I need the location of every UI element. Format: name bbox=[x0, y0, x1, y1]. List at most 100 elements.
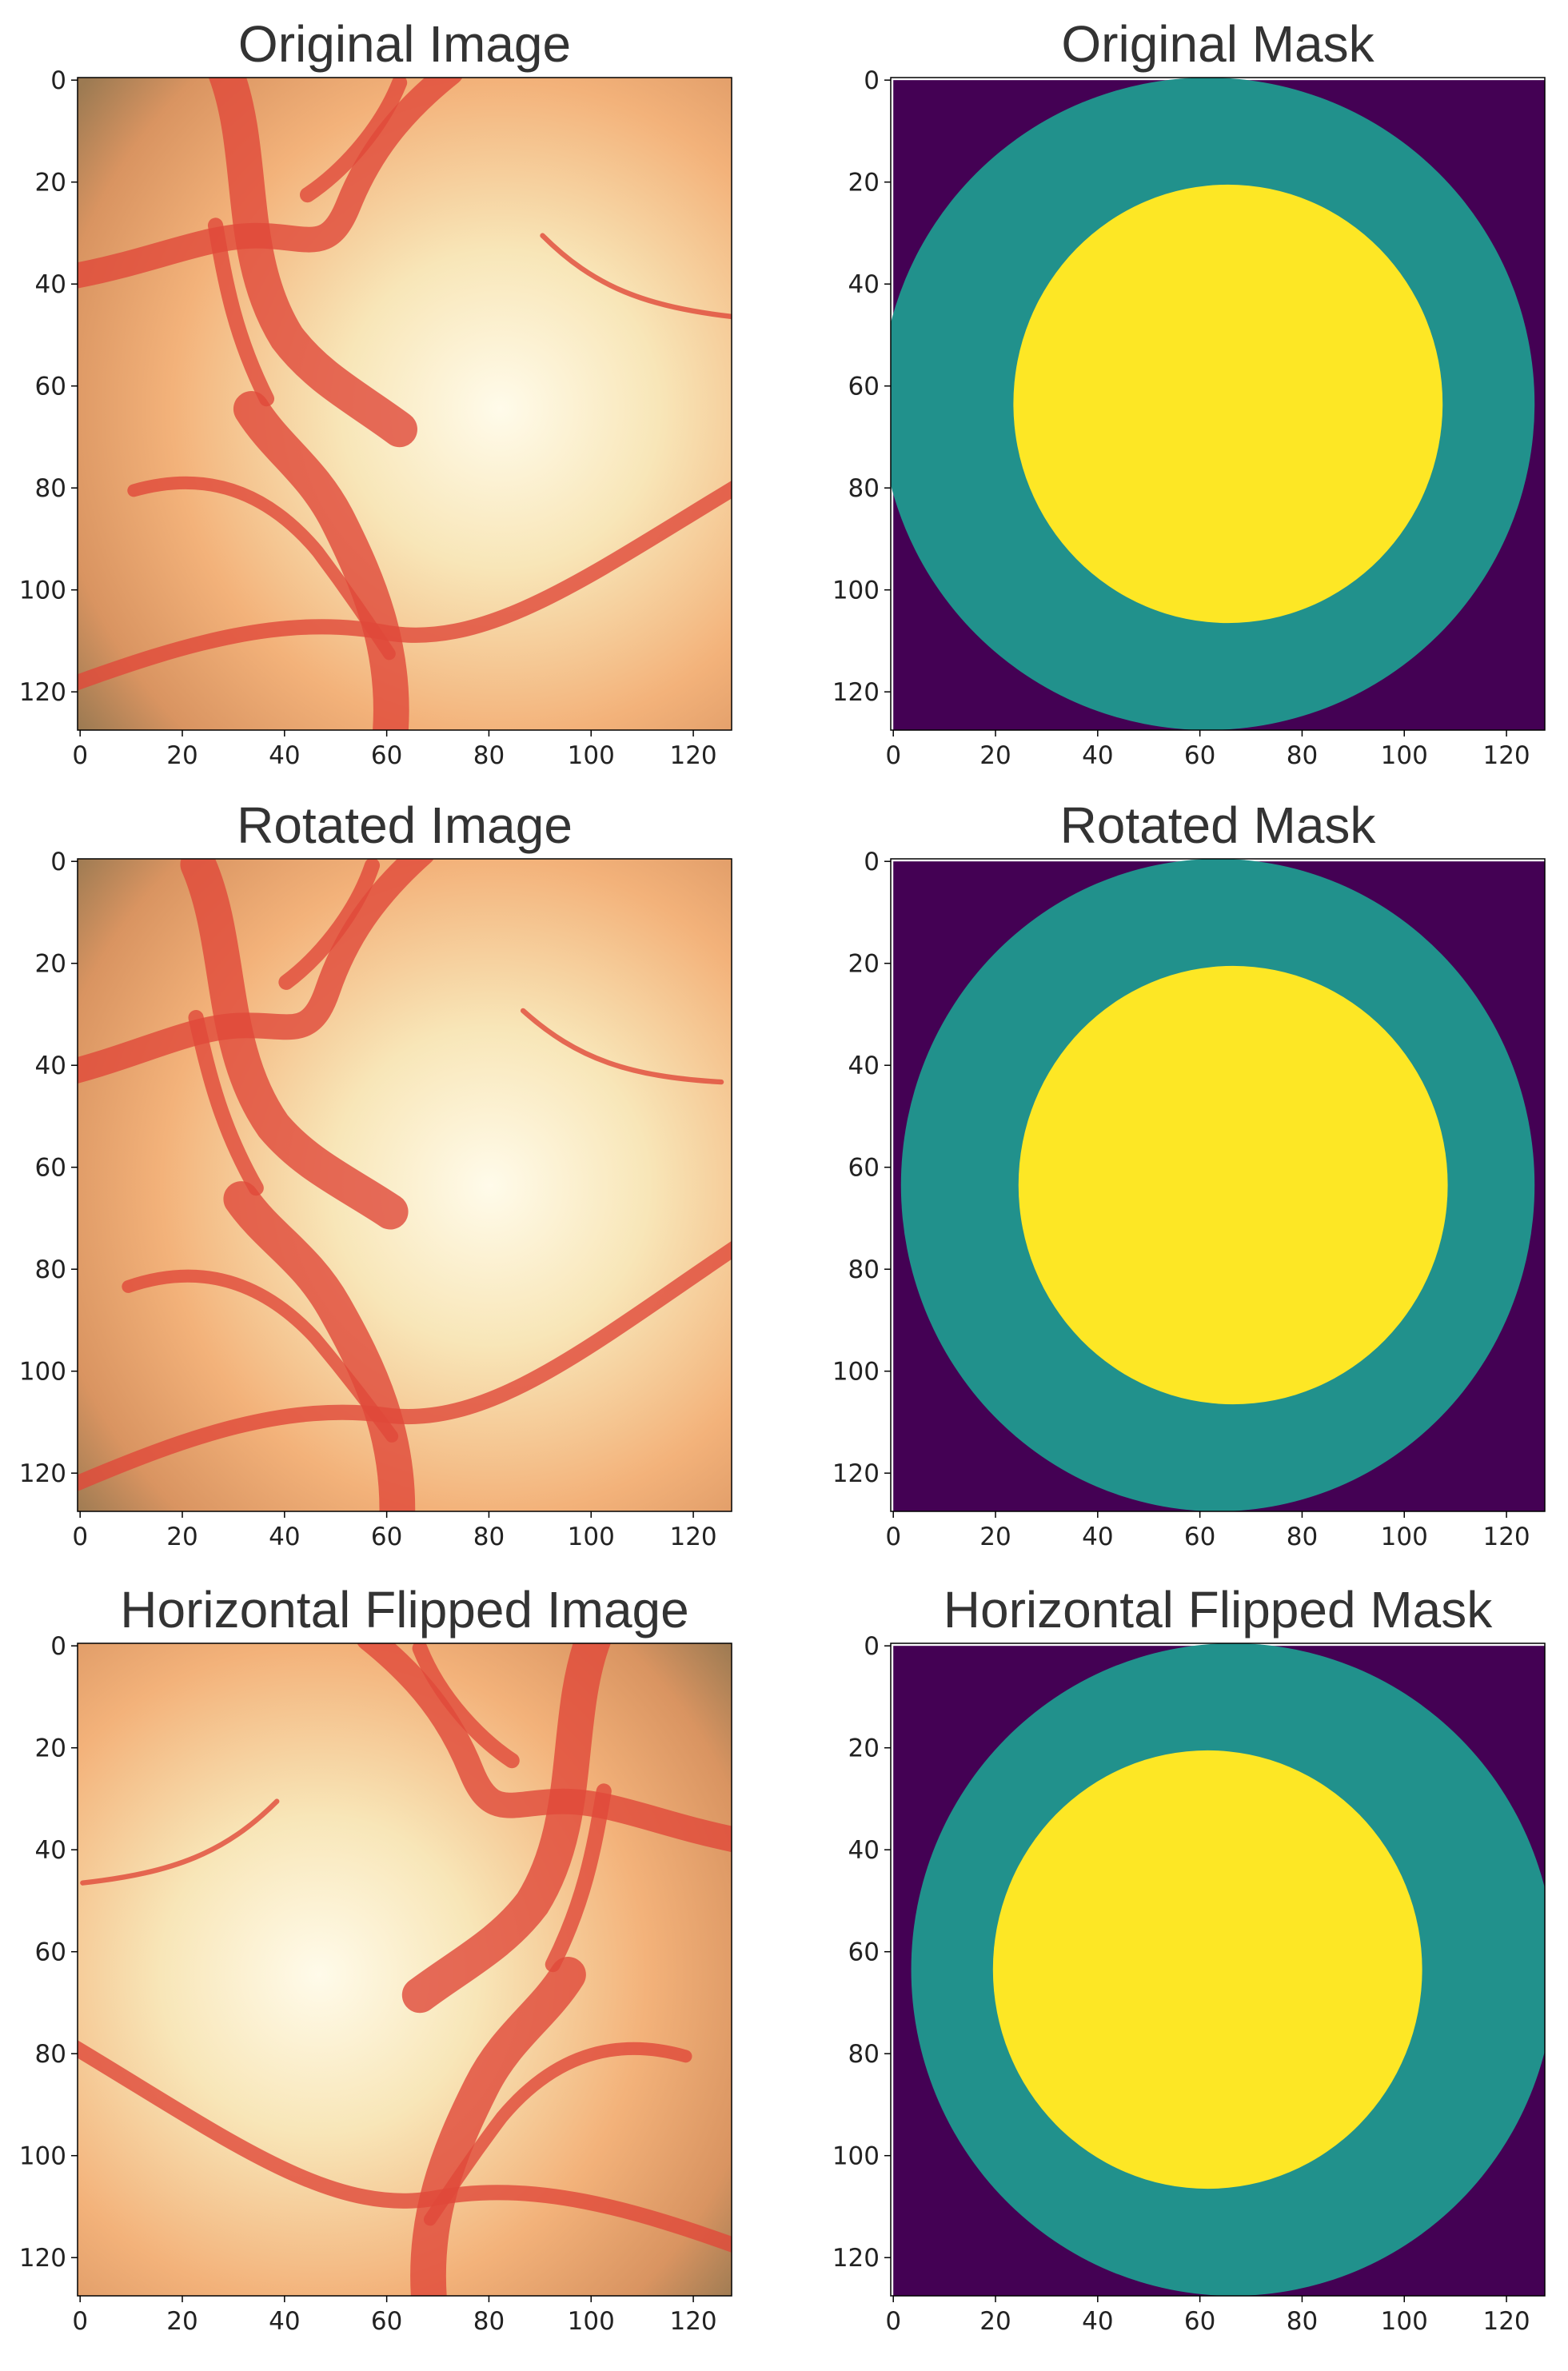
x-tick-label: 100 bbox=[568, 2307, 615, 2336]
y-tick-label: 80 bbox=[848, 474, 880, 503]
x-tick-label: 80 bbox=[1287, 741, 1318, 770]
y-tick-label: 120 bbox=[19, 678, 66, 707]
x-tick-label: 0 bbox=[72, 2307, 88, 2336]
y-tick-label: 80 bbox=[848, 2040, 880, 2069]
x-tick-label: 80 bbox=[473, 1523, 505, 1551]
y-tick-label: 80 bbox=[35, 2040, 66, 2069]
x-tick-label: 20 bbox=[166, 741, 197, 770]
x-tick-label: 120 bbox=[1482, 2307, 1530, 2336]
y-tick-label: 40 bbox=[35, 1836, 66, 1865]
x-tick-label: 60 bbox=[371, 741, 402, 770]
image-area bbox=[78, 1643, 732, 2296]
y-tick-label: 80 bbox=[848, 1255, 880, 1284]
x-tick-label: 0 bbox=[885, 741, 901, 770]
y-tick-label: 0 bbox=[864, 66, 880, 95]
x-tick-label: 100 bbox=[1381, 741, 1428, 770]
y-tick-label: 100 bbox=[832, 2142, 880, 2171]
x-tick-label: 40 bbox=[1082, 741, 1113, 770]
y-tick-label: 120 bbox=[832, 1459, 880, 1488]
y-tick-label: 20 bbox=[848, 1734, 880, 1763]
image-area bbox=[891, 78, 1545, 730]
vessel bbox=[545, 1783, 612, 1973]
y-tick-label: 20 bbox=[35, 950, 66, 979]
y-tick-label: 100 bbox=[832, 1358, 880, 1387]
x-tick-label: 60 bbox=[1184, 741, 1215, 770]
axes-frame bbox=[77, 77, 732, 731]
y-tick-label: 0 bbox=[864, 848, 880, 876]
y-tick-label: 60 bbox=[35, 373, 66, 401]
x-tick-label: 120 bbox=[669, 741, 716, 770]
x-tick-label: 120 bbox=[669, 2307, 716, 2336]
vessel bbox=[223, 1181, 416, 1511]
y-tick-label: 100 bbox=[19, 1358, 66, 1387]
x-tick-label: 20 bbox=[980, 741, 1011, 770]
y-tick-label: 60 bbox=[848, 373, 880, 401]
image-content bbox=[893, 1643, 1545, 2296]
vessel bbox=[357, 1643, 732, 1853]
x-tick-label: 80 bbox=[1287, 1523, 1318, 1551]
chart-title: Rotated Image bbox=[237, 796, 573, 854]
x-tick-label: 40 bbox=[1082, 1523, 1113, 1551]
vessel bbox=[78, 2040, 732, 2253]
chart-title: Original Image bbox=[238, 15, 571, 73]
image-area bbox=[893, 859, 1545, 1511]
y-tick-label: 0 bbox=[50, 848, 66, 876]
x-tick-label: 60 bbox=[1184, 1523, 1215, 1551]
x-tick-label: 0 bbox=[72, 1523, 88, 1551]
vessel bbox=[78, 1236, 732, 1491]
y-tick-label: 120 bbox=[19, 1459, 66, 1488]
fundus-photo bbox=[78, 859, 732, 1511]
vessel bbox=[207, 218, 275, 407]
vessel bbox=[540, 233, 732, 320]
fundus-background bbox=[78, 1643, 732, 2296]
x-tick-label: 60 bbox=[371, 1523, 402, 1551]
axes-frame bbox=[890, 858, 1546, 1512]
axes-frame bbox=[890, 1643, 1546, 2297]
vessel bbox=[401, 1643, 611, 2014]
fundus-photo bbox=[78, 1643, 732, 2296]
y-tick-label: 20 bbox=[848, 950, 880, 979]
image-content bbox=[78, 78, 732, 730]
y-tick-label: 120 bbox=[832, 678, 880, 707]
y-tick-label: 120 bbox=[19, 2244, 66, 2273]
x-tick-label: 100 bbox=[1381, 2307, 1428, 2336]
x-tick-label: 80 bbox=[473, 2307, 505, 2336]
vessel bbox=[78, 78, 463, 289]
vessel bbox=[122, 1269, 399, 1443]
y-tick-label: 20 bbox=[848, 169, 880, 198]
x-tick-label: 60 bbox=[1184, 2307, 1215, 2336]
y-tick-label: 60 bbox=[35, 1938, 66, 1967]
image-area bbox=[78, 78, 732, 730]
mask-inner-disc bbox=[1018, 965, 1448, 1405]
vessel bbox=[180, 859, 409, 1230]
vessel bbox=[78, 481, 732, 691]
y-tick-label: 40 bbox=[848, 1052, 880, 1080]
vessel bbox=[412, 1643, 520, 1769]
y-tick-label: 40 bbox=[848, 270, 880, 299]
x-tick-label: 80 bbox=[1287, 2307, 1318, 2336]
image-content bbox=[893, 859, 1545, 1511]
x-tick-label: 40 bbox=[269, 741, 300, 770]
image-area bbox=[893, 1643, 1545, 2296]
image-content bbox=[78, 859, 732, 1511]
y-tick-label: 100 bbox=[19, 2142, 66, 2171]
axes-frame bbox=[77, 858, 732, 1512]
chart-title: Horizontal Flipped Mask bbox=[944, 1581, 1494, 1639]
vessel bbox=[299, 78, 408, 203]
y-tick-label: 40 bbox=[35, 270, 66, 299]
vessel bbox=[423, 2042, 692, 2226]
x-tick-label: 100 bbox=[568, 741, 615, 770]
y-tick-label: 20 bbox=[35, 1734, 66, 1763]
chart-title: Horizontal Flipped Image bbox=[120, 1581, 688, 1639]
x-tick-label: 80 bbox=[473, 741, 505, 770]
fundus-background bbox=[78, 859, 732, 1511]
x-tick-label: 0 bbox=[885, 2307, 901, 2336]
y-tick-label: 80 bbox=[35, 474, 66, 503]
x-tick-label: 120 bbox=[1482, 1523, 1530, 1551]
y-tick-label: 120 bbox=[832, 2244, 880, 2273]
y-tick-label: 0 bbox=[50, 66, 66, 95]
x-tick-label: 40 bbox=[1082, 2307, 1113, 2336]
y-tick-label: 60 bbox=[35, 1154, 66, 1183]
y-tick-label: 100 bbox=[19, 577, 66, 605]
